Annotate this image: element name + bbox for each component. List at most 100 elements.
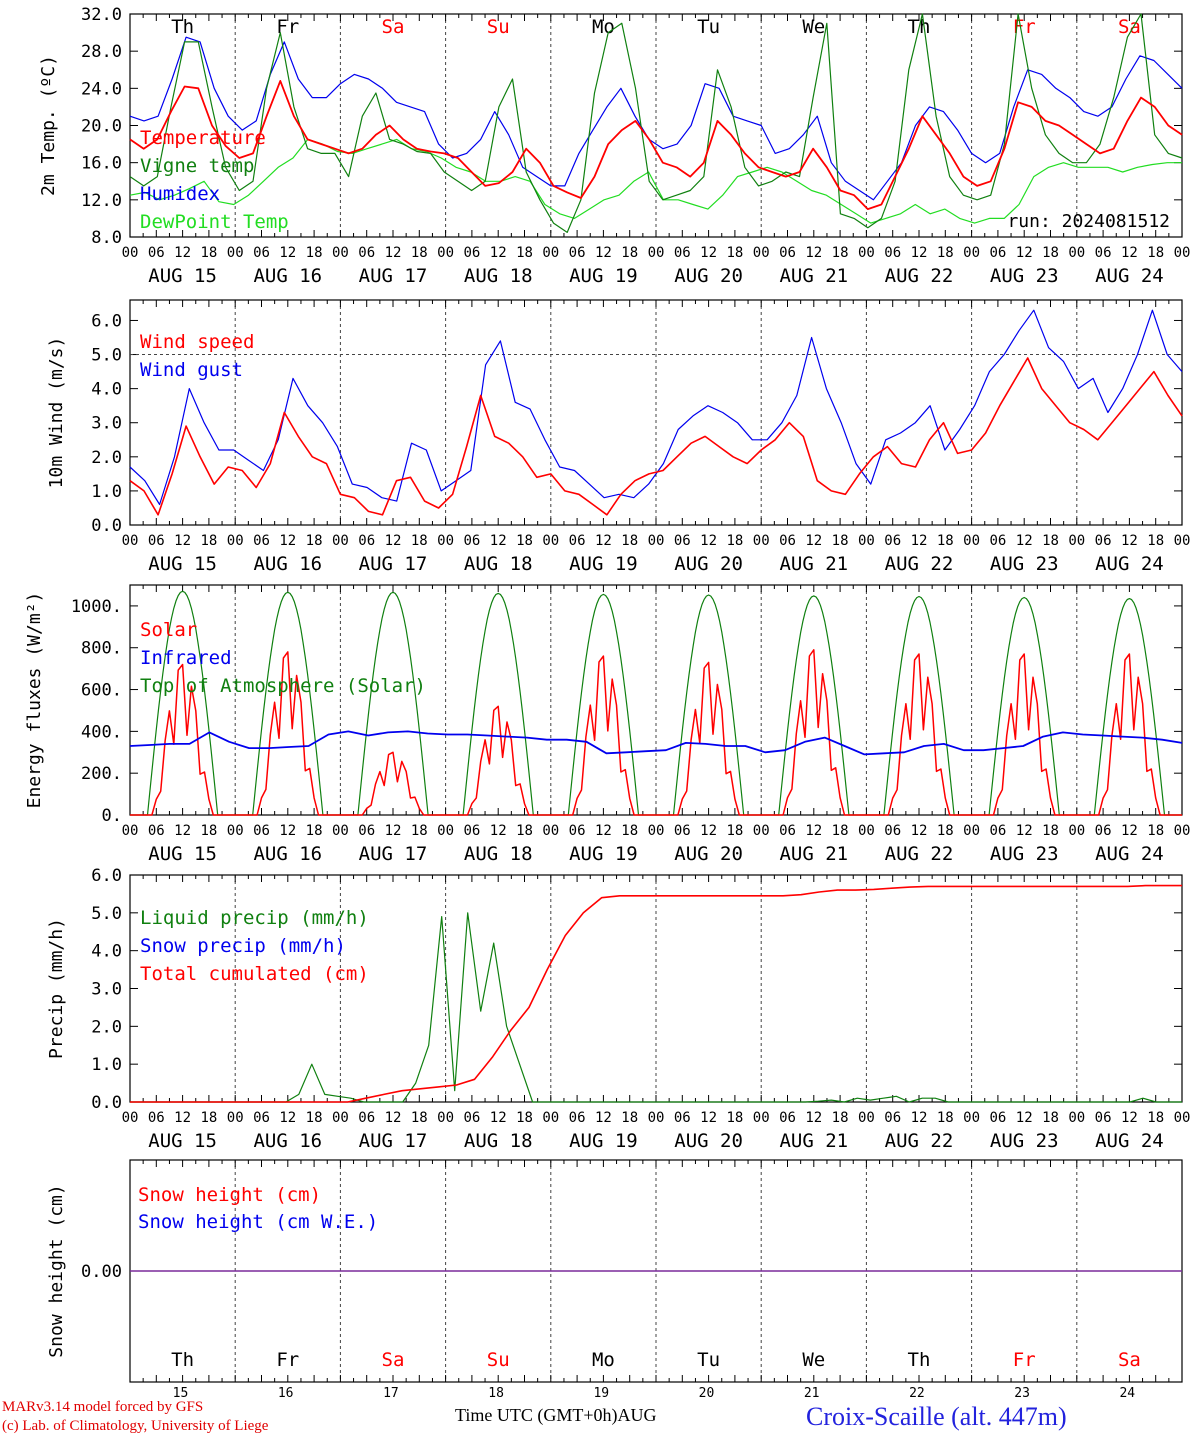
- date-label: AUG 16: [253, 1130, 322, 1152]
- hour-tick-label: 12: [1016, 533, 1033, 549]
- legend-entry: Vigne temp: [140, 155, 254, 177]
- hour-tick-label: 00: [648, 533, 665, 549]
- legend-entry: Wind gust: [140, 359, 243, 381]
- hour-tick-label: 18: [726, 533, 743, 549]
- hour-tick-label: 00: [227, 823, 244, 839]
- hour-tick-label: 06: [148, 1110, 165, 1126]
- hour-tick-label: 12: [911, 823, 928, 839]
- hour-tick-label: 06: [148, 245, 165, 261]
- hour-tick-label: 00: [122, 245, 139, 261]
- hour-tick-label: 00: [1068, 823, 1085, 839]
- hour-tick-label: 06: [884, 533, 901, 549]
- hour-tick-label: 12: [385, 823, 402, 839]
- hour-tick-label: 06: [253, 533, 270, 549]
- hour-tick-label: 00: [753, 1110, 770, 1126]
- y-tick-label: 0.00: [81, 1262, 122, 1282]
- hour-tick-label: 00: [227, 1110, 244, 1126]
- weekday-label: Sa: [382, 1349, 405, 1371]
- hour-tick-label: 00: [963, 1110, 980, 1126]
- date-label: AUG 22: [885, 265, 954, 287]
- y-tick-label: 800.: [81, 639, 122, 659]
- y-tick-label: 5.0: [91, 346, 122, 366]
- hour-tick-label: 18: [726, 1110, 743, 1126]
- hour-tick-label: 06: [674, 533, 691, 549]
- hour-tick-label: 18: [1042, 245, 1059, 261]
- date-label: AUG 21: [779, 265, 848, 287]
- hour-tick-label: 00: [437, 1110, 454, 1126]
- hour-tick-label: 06: [253, 1110, 270, 1126]
- hour-tick-label: 00: [858, 245, 875, 261]
- y-tick-label: 2.0: [91, 1017, 122, 1037]
- date-label: AUG 20: [674, 843, 743, 865]
- hour-tick-label: 00: [332, 533, 349, 549]
- hour-tick-label: 18: [621, 533, 638, 549]
- y-tick-label: 0.0: [91, 1093, 122, 1113]
- hour-tick-label: 00: [227, 245, 244, 261]
- weekday-label: Su: [487, 1349, 510, 1371]
- hour-tick-label: 06: [253, 823, 270, 839]
- hour-tick-label: 18: [306, 245, 323, 261]
- hour-tick-label: 18: [516, 245, 533, 261]
- x-axis-label: Time UTC (GMT+0h): [455, 1405, 618, 1425]
- hour-tick-label: 00: [963, 245, 980, 261]
- toa-solar-line: [130, 590, 1182, 816]
- hour-tick-label: 18: [832, 823, 849, 839]
- weekday-label: Sa: [1118, 1349, 1141, 1371]
- hour-tick-label: 00: [437, 245, 454, 261]
- date-label: AUG 22: [885, 843, 954, 865]
- date-label: AUG 23: [990, 265, 1059, 287]
- hour-tick-label: 12: [1016, 823, 1033, 839]
- model-credit: MARv3.14 model forced by GFS: [2, 1399, 204, 1415]
- y-tick-label: 0.: [102, 806, 122, 826]
- hour-tick-label: 00: [858, 533, 875, 549]
- y-tick-label: 12.0: [81, 191, 122, 211]
- hour-tick-label: 12: [1121, 533, 1138, 549]
- y-axis-label: 2m Temp. (ºC): [38, 55, 59, 196]
- date-label: AUG 20: [674, 265, 743, 287]
- hour-tick-label: 00: [542, 533, 559, 549]
- hour-tick-label: 00: [963, 823, 980, 839]
- hour-tick-label: 18: [937, 1110, 954, 1126]
- temp-series-line: [129, 13, 1183, 233]
- y-tick-label: 32.0: [81, 5, 122, 25]
- weekday-label: Tu: [697, 16, 720, 38]
- hour-tick-label: 12: [595, 1110, 612, 1126]
- hour-tick-label: 06: [779, 823, 796, 839]
- hour-tick-label: 12: [1121, 245, 1138, 261]
- hour-tick-label: 00: [648, 245, 665, 261]
- meteogram-chart: 2m Temp. (ºC) 8.0 12.0 16.0 20.0 24.0 28.0 32.0…: [24, 5, 1190, 1400]
- date-label: AUG 17: [359, 553, 428, 575]
- hour-tick-label: 12: [174, 245, 191, 261]
- day-number: 19: [593, 1386, 609, 1400]
- day-number: 21: [804, 1386, 820, 1400]
- y-tick-label: 0.0: [91, 516, 122, 536]
- solar-line: [130, 649, 1182, 816]
- date-label: AUG 24: [1095, 1130, 1164, 1152]
- panel-frame: [129, 299, 1183, 526]
- date-label: AUG 24: [1095, 553, 1164, 575]
- infrared-line: [129, 730, 1183, 756]
- date-label: AUG 23: [990, 1130, 1059, 1152]
- hour-tick-label: 00: [332, 823, 349, 839]
- hour-tick-label: 12: [911, 1110, 928, 1126]
- date-label: AUG 20: [674, 553, 743, 575]
- hour-tick-label: 00: [437, 823, 454, 839]
- weekday-label: Th: [171, 1349, 194, 1371]
- date-label: AUG 22: [885, 553, 954, 575]
- weekday-label: Sa: [1118, 16, 1141, 38]
- hour-tick-label: 06: [884, 823, 901, 839]
- date-label: AUG 21: [779, 1130, 848, 1152]
- hour-tick-label: 06: [1095, 823, 1112, 839]
- weekday-label: Fr: [1013, 1349, 1036, 1371]
- hour-tick-label: 12: [595, 533, 612, 549]
- weekday-label: We: [802, 16, 825, 38]
- hour-tick-label: 00: [858, 1110, 875, 1126]
- hour-tick-label: 12: [490, 823, 507, 839]
- date-label: AUG 16: [253, 553, 322, 575]
- y-tick-label: 4.0: [91, 380, 122, 400]
- hour-tick-label: 18: [621, 245, 638, 261]
- hour-tick-label: 00: [1068, 245, 1085, 261]
- hour-tick-label: 06: [989, 823, 1006, 839]
- day-number: 17: [383, 1386, 399, 1400]
- hour-tick-label: 06: [1095, 533, 1112, 549]
